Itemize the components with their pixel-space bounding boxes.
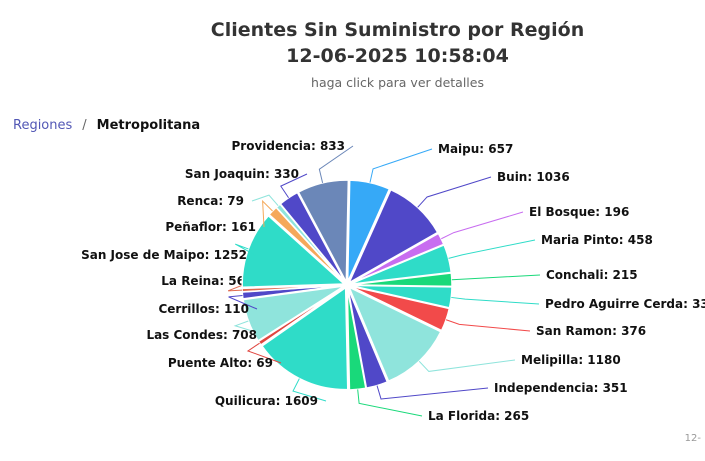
data-label: Maria Pinto: 458: [541, 233, 653, 247]
data-label: Conchali: 215: [546, 268, 638, 282]
data-label: Providencia: 833: [231, 139, 345, 153]
data-label: Renca: 79: [177, 194, 244, 208]
data-label: Pedro Aguirre Cerda: 339: [545, 297, 705, 311]
leader-line: [233, 320, 266, 336]
chart-title-line2: 12-06-2025 10:58:04: [286, 45, 509, 67]
leader-line: [451, 296, 540, 305]
pie-slice-san-joaquin[interactable]: [279, 191, 346, 283]
data-label: Melipilla: 1180: [521, 353, 621, 367]
leader-line: [441, 211, 524, 240]
leader-line: [451, 274, 541, 281]
leader-line: [417, 176, 492, 208]
leader-line: [448, 239, 536, 259]
pie-slice-providencia[interactable]: [297, 179, 350, 285]
leader-line: [445, 319, 531, 332]
leader-line: [228, 294, 258, 310]
pie-slice-maipu[interactable]: [346, 179, 391, 283]
leader-line: [418, 359, 516, 372]
data-label: Las Condes: 708: [146, 328, 257, 342]
chart-title-line1: Clientes Sin Suministro por Región: [210, 19, 585, 41]
data-label: Independencia: 351: [494, 381, 628, 395]
pie-slice-san-ramon[interactable]: [349, 285, 451, 332]
data-label: Maipu: 657: [438, 142, 513, 156]
pie-slice-melipilla[interactable]: [347, 285, 442, 383]
leader-line: [246, 342, 282, 364]
data-label: Puente Alto: 69: [168, 356, 273, 370]
leader-line: [357, 389, 423, 417]
leader-line: [292, 378, 327, 402]
leader-line: [376, 385, 489, 400]
chart-subtitle: haga click para ver detalles: [311, 75, 484, 90]
data-label: San Ramon: 376: [536, 324, 646, 338]
data-label: La Reina: 56: [161, 274, 245, 288]
leader-line: [280, 173, 308, 199]
leader-line: [235, 243, 256, 256]
data-label: Peñaflor: 161: [165, 220, 256, 234]
leader-line: [251, 194, 279, 207]
pie-slice-la-reina[interactable]: [241, 284, 345, 293]
pie-slice-san-jose-de-maipo[interactable]: [241, 214, 347, 289]
leader-line: [369, 148, 433, 183]
breadcrumb-regiones-link[interactable]: Regiones: [13, 118, 73, 133]
chart-title: Clientes Sin Suministro por Región 12-06…: [0, 17, 705, 69]
data-label: Cerrillos: 110: [158, 302, 249, 316]
leader-line: [262, 199, 273, 228]
data-label: San Joaquin: 330: [185, 167, 299, 181]
data-label: San Jose de Maipo: 1252: [81, 248, 247, 262]
data-label: Quilicura: 1609: [215, 394, 318, 408]
breadcrumb-separator: /: [82, 118, 87, 133]
corner-timestamp-fragment: 12-: [684, 433, 701, 444]
data-label: Buin: 1036: [497, 170, 570, 184]
breadcrumb: Regiones / Metropolitana: [13, 118, 200, 133]
pie-slice-quilicura[interactable]: [260, 286, 349, 391]
data-label: El Bosque: 196: [529, 205, 629, 219]
breadcrumb-current: Metropolitana: [96, 118, 201, 133]
leader-line: [318, 145, 354, 183]
data-label: La Florida: 265: [428, 409, 529, 423]
